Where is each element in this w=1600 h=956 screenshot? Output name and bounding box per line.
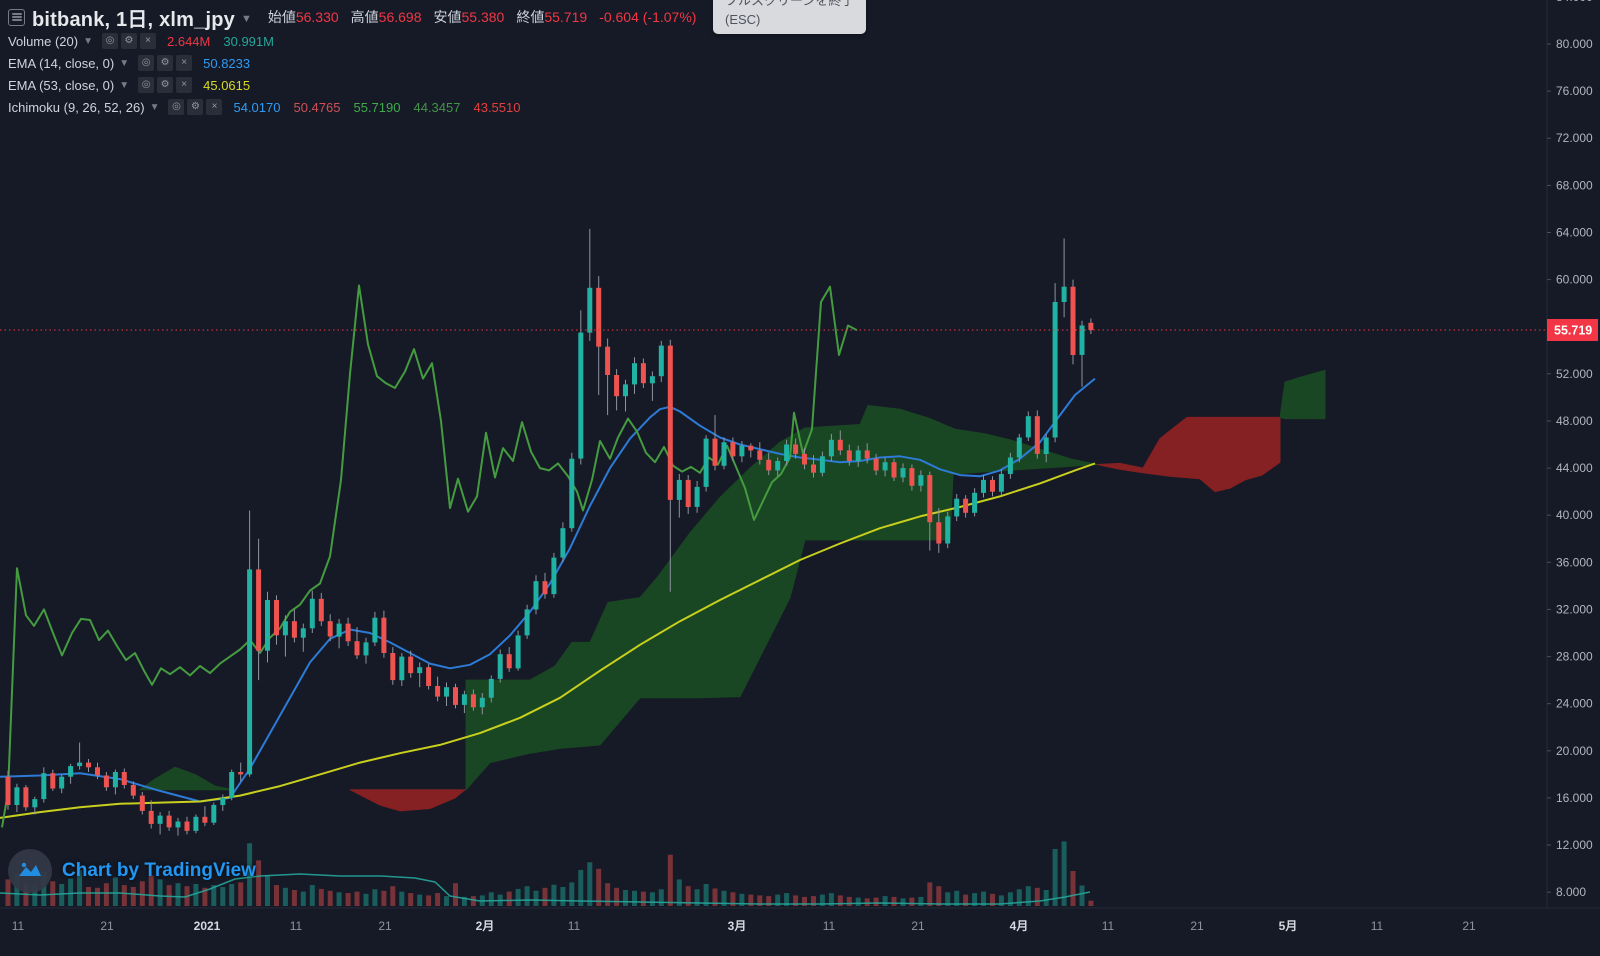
svg-text:21: 21 <box>1190 919 1204 933</box>
svg-text:44.000: 44.000 <box>1556 461 1593 475</box>
indicator-value: 50.4765 <box>293 99 341 115</box>
chevron-down-icon[interactable]: ▼ <box>240 12 252 25</box>
svg-text:11: 11 <box>290 919 303 933</box>
close-icon[interactable]: × <box>140 33 156 49</box>
svg-text:3月: 3月 <box>728 919 747 933</box>
svg-text:11: 11 <box>1102 919 1115 933</box>
svg-text:2月: 2月 <box>476 919 495 933</box>
svg-text:21: 21 <box>378 919 392 933</box>
svg-text:4月: 4月 <box>1010 919 1029 933</box>
price-axis[interactable]: 84.000 80.000 76.000 72.000 68.000 64.000 60.0… <box>1547 0 1593 899</box>
svg-text:16.000: 16.000 <box>1556 791 1593 805</box>
eye-icon[interactable]: ◎ <box>138 55 155 71</box>
close-icon[interactable]: × <box>176 77 193 93</box>
ohlc-values: 始値56.330 高値56.698 安値55.380 終値55.719 <box>268 7 599 27</box>
gear-icon[interactable]: ⚙ <box>121 33 137 49</box>
symbol-header: bitbank, 1日, xlm_jpy ▼ 始値56.330 高値56.698 安… <box>8 4 697 31</box>
tradingview-logo-icon <box>8 849 52 893</box>
toast-esc-hint: (ESC) <box>725 12 761 27</box>
price-change: -0.604 (-1.07%) <box>599 9 697 25</box>
svg-text:36.000: 36.000 <box>1556 555 1593 569</box>
ohlc-pair: 始値56.330 <box>267 9 339 25</box>
indicator-value: 45.0615 <box>203 77 251 93</box>
svg-text:20.000: 20.000 <box>1556 744 1593 758</box>
ichimoku-cloud <box>138 369 1326 812</box>
svg-text:55.719: 55.719 <box>1554 324 1592 338</box>
gear-icon[interactable]: ⚙ <box>157 55 174 71</box>
fullscreen-toast: フルスクリーンを終了 (ESC) <box>713 0 867 34</box>
gear-icon[interactable]: ⚙ <box>157 77 174 93</box>
gear-icon[interactable]: ⚙ <box>187 99 204 115</box>
chevron-down-icon[interactable]: ▼ <box>119 80 130 91</box>
ema14-line <box>0 377 1096 803</box>
ema53-line <box>0 462 1096 819</box>
symbol-title[interactable]: bitbank, 1日, xlm_jpy <box>32 8 235 31</box>
toast-message: フルスクリーンを終了 <box>725 0 855 8</box>
ohlc-pair: 高値56.698 <box>350 9 422 25</box>
ohlc-pair: 終値55.719 <box>516 9 588 25</box>
indicator-value: 2.644M <box>167 33 211 49</box>
svg-text:5月: 5月 <box>1279 919 1298 933</box>
svg-text:21: 21 <box>1462 919 1476 933</box>
indicator-label[interactable]: Volume (20) <box>8 33 79 49</box>
volume-ma-line <box>0 873 1091 905</box>
indicator-value: 44.3457 <box>413 99 461 115</box>
svg-text:21: 21 <box>911 919 925 933</box>
close-icon[interactable]: × <box>176 55 193 71</box>
candles <box>5 228 1094 836</box>
svg-text:52.000: 52.000 <box>1556 367 1593 381</box>
svg-text:80.000: 80.000 <box>1556 37 1593 51</box>
eye-icon[interactable]: ◎ <box>138 77 155 93</box>
indicator-label[interactable]: EMA (53, close, 0) <box>8 77 115 93</box>
indicator-label[interactable]: EMA (14, close, 0) <box>8 55 115 71</box>
svg-text:8.000: 8.000 <box>1556 885 1586 899</box>
ohlc-pair: 安値55.380 <box>433 9 505 25</box>
indicator-value: 30.991M <box>223 33 274 49</box>
chevron-down-icon[interactable]: ▼ <box>119 58 130 69</box>
svg-text:12.000: 12.000 <box>1556 838 1593 852</box>
svg-text:11: 11 <box>12 919 25 933</box>
indicator-label[interactable]: Ichimoku (9, 26, 52, 26) <box>8 99 145 115</box>
svg-text:84.000: 84.000 <box>1556 0 1593 4</box>
svg-text:40.000: 40.000 <box>1556 508 1593 522</box>
svg-text:64.000: 64.000 <box>1556 226 1593 240</box>
svg-text:24.000: 24.000 <box>1556 697 1593 711</box>
watermark-text: Chart by TradingView <box>62 860 256 881</box>
svg-text:2021: 2021 <box>194 919 221 933</box>
legend: bitbank, 1日, xlm_jpy ▼ 始値56.330 高値56.698 安… <box>8 4 696 118</box>
svg-text:28.000: 28.000 <box>1556 650 1593 664</box>
chikou-line <box>1 284 858 828</box>
close-icon[interactable]: × <box>206 99 223 115</box>
menu-icon[interactable] <box>8 8 25 26</box>
svg-text:32.000: 32.000 <box>1556 602 1593 616</box>
svg-text:11: 11 <box>568 919 581 933</box>
svg-text:60.000: 60.000 <box>1556 273 1593 287</box>
indicator-row-3: Ichimoku (9, 26, 52, 26) ▼ ◎ ⚙ × 54.0170 50.47… <box>8 96 696 118</box>
svg-text:48.000: 48.000 <box>1556 414 1593 428</box>
chevron-down-icon[interactable]: ▼ <box>83 36 93 47</box>
volume-bars <box>0 841 1094 906</box>
svg-text:21: 21 <box>100 919 114 933</box>
indicator-row-1: EMA (14, close, 0) ▼ ◎ ⚙ × 50.8233 <box>8 52 696 74</box>
svg-text:11: 11 <box>823 919 836 933</box>
svg-text:68.000: 68.000 <box>1556 178 1593 192</box>
indicator-value: 54.0170 <box>233 99 281 115</box>
last-price-tag: 55.719 <box>1547 319 1598 341</box>
indicator-row-0: Volume (20) ▼ ◎ ⚙ × 2.644M 30.991M <box>8 30 696 52</box>
indicator-value: 50.8233 <box>203 55 251 71</box>
eye-icon[interactable]: ◎ <box>102 33 118 49</box>
tradingview-watermark[interactable]: Chart by TradingView <box>8 849 256 893</box>
svg-text:72.000: 72.000 <box>1556 131 1593 145</box>
indicator-value: 55.7190 <box>353 99 401 115</box>
indicator-value: 43.5510 <box>473 99 521 115</box>
svg-text:76.000: 76.000 <box>1556 84 1593 98</box>
eye-icon[interactable]: ◎ <box>168 99 185 115</box>
indicator-row-2: EMA (53, close, 0) ▼ ◎ ⚙ × 45.0615 <box>8 74 696 96</box>
time-axis[interactable]: 11 21 2021 11 21 2月 11 3月 11 21 4月 11 21 5月 11 21 <box>12 919 1476 933</box>
chevron-down-icon[interactable]: ▼ <box>149 102 160 113</box>
svg-text:11: 11 <box>1371 919 1384 933</box>
